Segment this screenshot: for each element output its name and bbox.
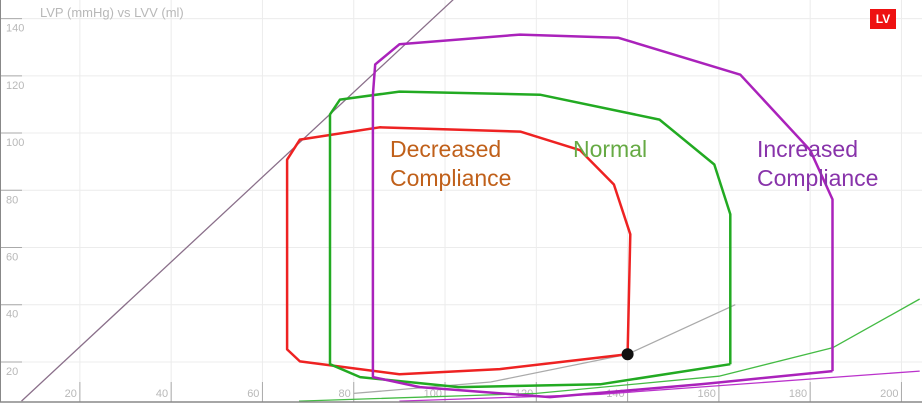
series-line — [298, 298, 921, 402]
y-tick-label: 40 — [6, 309, 18, 321]
chart-title: LVP (mmHg) vs LVV (ml) — [40, 5, 184, 20]
x-tick-label: 40 — [156, 388, 168, 400]
x-tick-label: 200 — [880, 388, 898, 400]
y-tick-label: 60 — [6, 251, 18, 263]
x-tick-label: 160 — [698, 388, 716, 400]
y-tick-label: 80 — [6, 194, 18, 206]
x-tick-label: 20 — [65, 388, 77, 400]
annotation: Normal — [573, 136, 647, 162]
series-line — [399, 370, 920, 402]
x-tick-label: 80 — [338, 388, 350, 400]
series-line — [328, 90, 732, 389]
y-tick-label: 120 — [6, 80, 24, 92]
y-tick-label: 140 — [6, 23, 24, 35]
x-tick-label: 180 — [789, 388, 807, 400]
series-line — [21, 0, 454, 402]
annotation: Compliance — [757, 165, 878, 191]
annotation: Increased — [757, 136, 858, 162]
badge-bg — [870, 9, 896, 29]
annotation: Decreased — [390, 136, 501, 162]
point — [621, 348, 634, 361]
y-tick-label: 100 — [6, 137, 24, 149]
series-line — [285, 126, 632, 376]
badge: LV — [876, 12, 890, 26]
x-tick-label: 60 — [247, 388, 259, 400]
annotation: Compliance — [390, 165, 511, 191]
y-tick-label: 20 — [6, 366, 18, 378]
series-line — [371, 33, 834, 399]
